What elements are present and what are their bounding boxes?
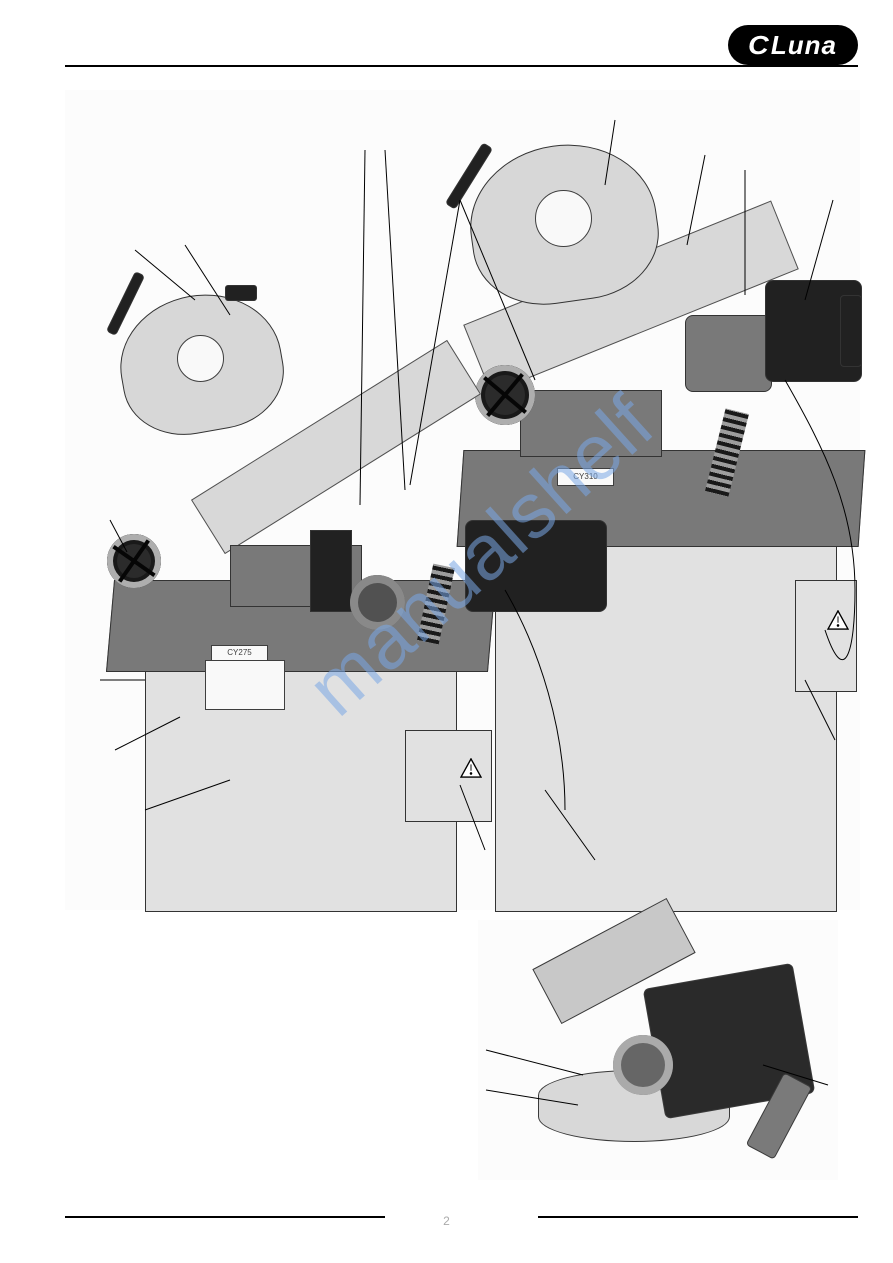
brand-logo-glyph: C (748, 30, 770, 61)
detail-leader-lines (478, 920, 838, 1180)
brand-logo: CLuna (728, 25, 858, 65)
sub-figure (478, 920, 838, 1180)
page: CLuna (0, 0, 893, 1263)
bottom-rule-left (65, 1216, 385, 1218)
top-rule (65, 65, 858, 67)
main-figure: CY310 CY275 (65, 90, 860, 910)
page-number: 2 (443, 1214, 450, 1228)
leader-lines (65, 90, 860, 910)
brand-name: Luna (771, 30, 837, 61)
bottom-rule-right (538, 1216, 858, 1218)
